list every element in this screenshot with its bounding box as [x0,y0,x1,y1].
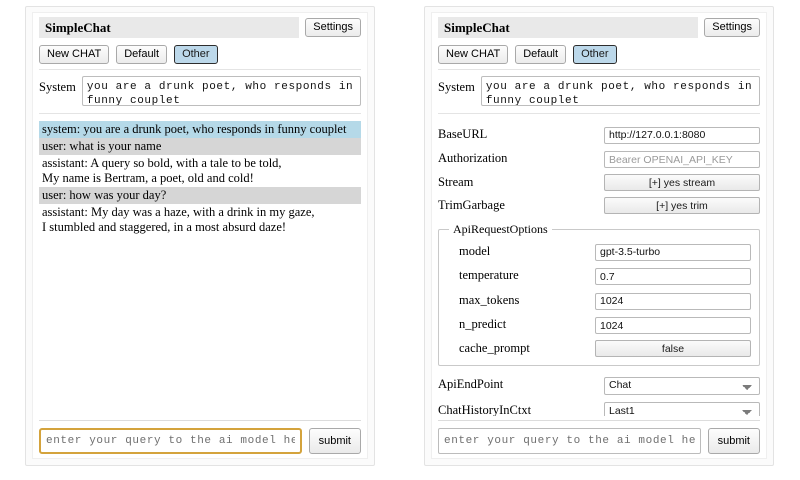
titlebar-left: SimpleChat Settings [39,17,361,42]
setting-row-apiendpoint: ApiEndPoint ChatCompletion [438,372,760,398]
apiopt-label-cache_prompt: cache_prompt [459,341,530,355]
apiopt-label-n_predict: n_predict [459,317,507,332]
apiopt-row-cache_prompt: cache_prompt false [447,337,751,360]
apiopt-input-n_predict[interactable] [595,317,751,334]
apiendpoint-select[interactable]: ChatCompletion [604,376,760,395]
trimgarbage-toggle-button[interactable]: [+] yes trim [604,197,760,214]
query-zone-right: submit [438,420,760,458]
apiendpoint-control: ChatCompletion [604,375,760,395]
session-default-button-left[interactable]: Default [116,45,168,64]
apiopt-control-max_tokens [595,291,751,310]
authorization-label: Authorization [438,151,508,166]
divider-top-left [39,69,361,70]
system-prompt-textarea-left[interactable] [81,76,361,106]
system-prompt-label-right: System [438,80,475,94]
query-input-right[interactable] [438,428,701,454]
setting-row-chathistoryinctxt: ChatHistoryInCtxt Last0Last1Last2Last4Al… [438,398,760,416]
stream-label: Stream [438,175,474,189]
chat-log[interactable]: system: you are a drunk poet, who respon… [39,120,361,416]
apiopt-row-n_predict: n_predict [447,313,751,338]
apiendpoint-label: ApiEndPoint [438,377,504,392]
app-title-left: SimpleChat [39,17,300,38]
divider-top-right [438,69,760,70]
new-chat-button-left[interactable]: New CHAT [39,45,110,64]
mode-button-row-left: New CHAT Default Other [39,42,361,69]
apiopt-row-model: model [447,239,751,264]
api-request-options-rows: model temperature max_tokens n_predictcache… [447,239,751,360]
apiopt-control-temperature [595,267,751,285]
chat-panel-inner: SimpleChat Settings New CHAT Default Oth… [32,12,368,459]
apiopt-label-max_tokens: max_tokens [459,292,520,307]
divider-below-system-left [39,113,361,114]
stream-control: [+] yes stream [604,174,760,191]
chat-message-line: user: what is your name [42,139,162,153]
system-prompt-textarea-right[interactable] [480,76,760,106]
trimgarbage-control: [+] yes trim [604,197,760,214]
baseurl-input[interactable] [604,126,760,144]
session-other-button-right[interactable]: Other [573,45,617,64]
chat-message-line: My name is Bertram, a poet, old and cold… [42,171,254,185]
apiopt-input-temperature[interactable] [595,268,751,285]
setting-row-stream: Stream [+] yes stream [438,171,760,194]
chat-message-line: I stumbled and staggered, in a most absu… [42,220,287,234]
chathistoryinctxt-select[interactable]: Last0Last1Last2Last4All [604,402,760,416]
chat-message-system: system: you are a drunk poet, who respon… [39,121,361,138]
authorization-input[interactable] [604,151,760,168]
apiopt-control-model [595,242,751,261]
apiopt-control-cache_prompt: false [595,340,751,357]
session-default-button-right[interactable]: Default [515,45,567,64]
settings-button-left[interactable]: Settings [305,18,361,37]
apiopt-control-n_predict [595,316,751,334]
trimgarbage-label: TrimGarbage [438,198,505,212]
chat-message-assistant: assistant: My day was a haze, with a dri… [39,204,361,236]
submit-button-left[interactable]: submit [308,428,361,454]
divider-below-system-right [438,113,760,114]
chat-message-user: user: what is your name [39,138,361,155]
chat-message-assistant: assistant: A query so bold, with a tale … [39,155,361,187]
chat-panel: SimpleChat Settings New CHAT Default Oth… [25,6,375,466]
setting-row-authorization: Authorization [438,147,760,172]
chat-message-user: user: how was your day? [39,187,361,204]
system-prompt-row-left: System [39,76,361,113]
apiopt-row-temperature: temperature [447,264,751,289]
submit-button-right[interactable]: submit [707,428,760,454]
settings-panel-inner: SimpleChat Settings New CHAT Default Oth… [431,12,767,459]
settings-panel: SimpleChat Settings New CHAT Default Oth… [424,6,774,466]
session-other-button-left[interactable]: Other [174,45,218,64]
chat-message-line: assistant: A query so bold, with a tale … [42,156,282,170]
setting-row-baseurl: BaseURL [438,122,760,147]
chathistoryinctxt-label: ChatHistoryInCtxt [438,402,532,416]
apiopt-input-model[interactable] [595,243,751,261]
settings-button-right[interactable]: Settings [704,18,760,37]
chat-message-line: assistant: My day was a haze, with a dri… [42,205,315,219]
titlebar-right: SimpleChat Settings [438,17,760,42]
new-chat-button-right[interactable]: New CHAT [438,45,509,64]
apiopt-label-temperature: temperature [459,268,519,283]
api-request-options-fieldset: ApiRequestOptions model temperature max_to… [438,222,760,366]
apiopt-input-max_tokens[interactable] [595,292,751,310]
stream-toggle-button[interactable]: [+] yes stream [604,174,760,191]
system-prompt-row-right: System [438,76,760,113]
api-request-options-legend: ApiRequestOptions [453,222,548,236]
baseurl-label: BaseURL [438,126,488,141]
settings-list: BaseURL Authorization Stream [+] yes str… [438,120,760,416]
chat-message-line: system: you are a drunk poet, who respon… [42,122,347,136]
apiopt-row-max_tokens: max_tokens [447,288,751,313]
system-prompt-label-left: System [39,80,76,94]
chathistoryinctxt-control: Last0Last1Last2Last4All [604,401,760,416]
setting-row-trimgarbage: TrimGarbage [+] yes trim [438,194,760,217]
mode-button-row-right: New CHAT Default Other [438,42,760,69]
apiopt-toggle-cache_prompt[interactable]: false [595,340,751,357]
query-zone-left: submit [39,420,361,458]
apiopt-label-model: model [459,243,491,258]
chat-message-line: user: how was your day? [42,188,167,202]
baseurl-control [604,125,760,144]
authorization-control [604,150,760,168]
query-input-left[interactable] [39,428,302,454]
app-title-right: SimpleChat [438,17,699,38]
